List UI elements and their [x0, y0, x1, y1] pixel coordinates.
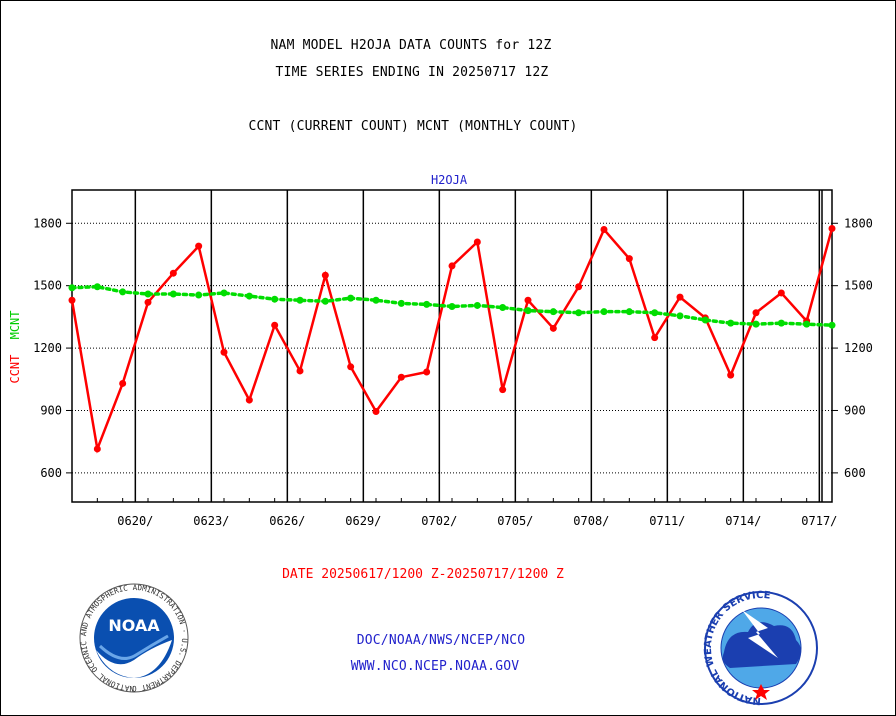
data-point-mcnt [220, 289, 228, 297]
data-point-ccnt [245, 396, 253, 404]
y-tick-label-right: 900 [844, 403, 866, 417]
data-point-ccnt [423, 368, 431, 376]
x-tick-label: 0711/ [649, 514, 685, 528]
data-point-mcnt [423, 300, 431, 308]
data-point-ccnt [195, 242, 203, 250]
data-point-ccnt [828, 224, 836, 232]
data-point-ccnt [752, 309, 760, 317]
y-label-ccnt: CCNT [8, 355, 22, 384]
x-tick-label: 0626/ [269, 514, 305, 528]
x-tick-label: 0717/ [801, 514, 837, 528]
y-tick-label-left: 900 [40, 403, 62, 417]
data-point-ccnt [727, 371, 735, 379]
noaa-logo: NATIONAL OCEANIC AND ATMOSPHERIC ADMINIS… [0, 0, 189, 693]
data-point-mcnt [448, 302, 456, 310]
data-point-ccnt [144, 298, 152, 306]
data-point-mcnt [473, 301, 481, 309]
x-tick-label: 0708/ [573, 514, 609, 528]
data-point-mcnt [524, 307, 532, 315]
data-point-mcnt [701, 316, 709, 324]
data-point-mcnt [549, 308, 557, 316]
chart-title: NAM MODEL H2OJA DATA COUNTS for 12Z [270, 38, 552, 53]
x-tick-label: 0702/ [421, 514, 457, 528]
data-point-ccnt [119, 379, 127, 387]
data-point-mcnt [828, 321, 836, 329]
data-point-ccnt [169, 269, 177, 277]
data-point-ccnt [676, 293, 684, 301]
data-point-ccnt [777, 289, 785, 297]
data-point-mcnt [372, 296, 380, 304]
y-tick-label-left: 1800 [33, 216, 62, 230]
data-point-ccnt [397, 373, 405, 381]
data-point-mcnt [296, 296, 304, 304]
data-point-ccnt [296, 367, 304, 375]
x-tick-label: 0629/ [345, 514, 381, 528]
data-point-mcnt [676, 312, 684, 320]
data-point-ccnt [524, 296, 532, 304]
data-point-mcnt [347, 294, 355, 302]
data-point-mcnt [727, 319, 735, 327]
data-point-ccnt [68, 296, 76, 304]
data-point-mcnt [752, 320, 760, 328]
y-tick-label-right: 1500 [844, 279, 873, 293]
data-point-ccnt [625, 255, 633, 263]
data-point-mcnt [651, 309, 659, 317]
data-point-mcnt [271, 295, 279, 303]
chart-description: CCNT (CURRENT COUNT) MCNT (MONTHLY COUNT… [248, 119, 578, 134]
data-point-mcnt [144, 290, 152, 298]
x-tick-label: 0620/ [117, 514, 153, 528]
data-point-mcnt [600, 308, 608, 316]
x-tick-label: 0714/ [725, 514, 761, 528]
data-point-mcnt [625, 308, 633, 316]
data-point-mcnt [119, 288, 127, 296]
series-line-ccnt [70, 227, 834, 454]
svg-text:CCNT MCNT: CCNT MCNT [8, 310, 22, 383]
data-point-mcnt [397, 299, 405, 307]
data-point-ccnt [473, 238, 481, 246]
y-tick-label-left: 600 [40, 466, 62, 480]
y-tick-label-left: 1500 [33, 279, 62, 293]
footer-org-line: DOC/NOAA/NWS/NCEP/NCO [356, 633, 526, 648]
y-tick-label-right: 1800 [844, 216, 873, 230]
data-point-ccnt [600, 226, 608, 234]
data-point-ccnt [271, 321, 279, 329]
y-tick-label-right: 1200 [844, 341, 873, 355]
plot-label: H2OJA [431, 173, 468, 187]
data-point-ccnt [651, 334, 659, 342]
data-point-ccnt [372, 408, 380, 416]
data-point-mcnt [803, 320, 811, 328]
data-point-mcnt [777, 319, 785, 327]
data-point-ccnt [448, 262, 456, 270]
data-point-mcnt [575, 309, 583, 317]
data-point-ccnt [220, 348, 228, 356]
data-point-ccnt [549, 324, 557, 332]
date-range-label: DATE 20250617/1200 Z-20250717/1200 Z [282, 567, 564, 582]
noaa-logo-text: NOAA [108, 616, 160, 635]
data-point-mcnt [93, 283, 101, 291]
y-tick-label-left: 1200 [33, 341, 62, 355]
x-tick-label: 0705/ [497, 514, 533, 528]
data-point-ccnt [321, 271, 329, 279]
data-point-ccnt [499, 386, 507, 394]
data-point-mcnt [169, 290, 177, 298]
data-point-mcnt [321, 297, 329, 305]
data-point-mcnt [68, 284, 76, 292]
noaa-ring-text: NATIONAL OCEANIC AND ATMOSPHERIC ADMINIS… [0, 0, 189, 693]
data-point-ccnt [93, 445, 101, 453]
footer-website-link[interactable]: WWW.NCO.NCEP.NOAA.GOV [350, 659, 520, 674]
data-point-ccnt [347, 363, 355, 371]
x-tick-label: 0623/ [193, 514, 229, 528]
nws-logo: NATIONAL WEATHER SERVICE [703, 590, 818, 706]
data-point-mcnt [245, 292, 253, 300]
data-point-mcnt [195, 291, 203, 299]
chart-subtitle: TIME SERIES ENDING IN 20250717 12Z [275, 65, 549, 80]
y-label-mcnt: MCNT [8, 310, 22, 339]
data-point-ccnt [575, 283, 583, 291]
data-point-mcnt [499, 304, 507, 312]
y-tick-label-right: 600 [844, 466, 866, 480]
